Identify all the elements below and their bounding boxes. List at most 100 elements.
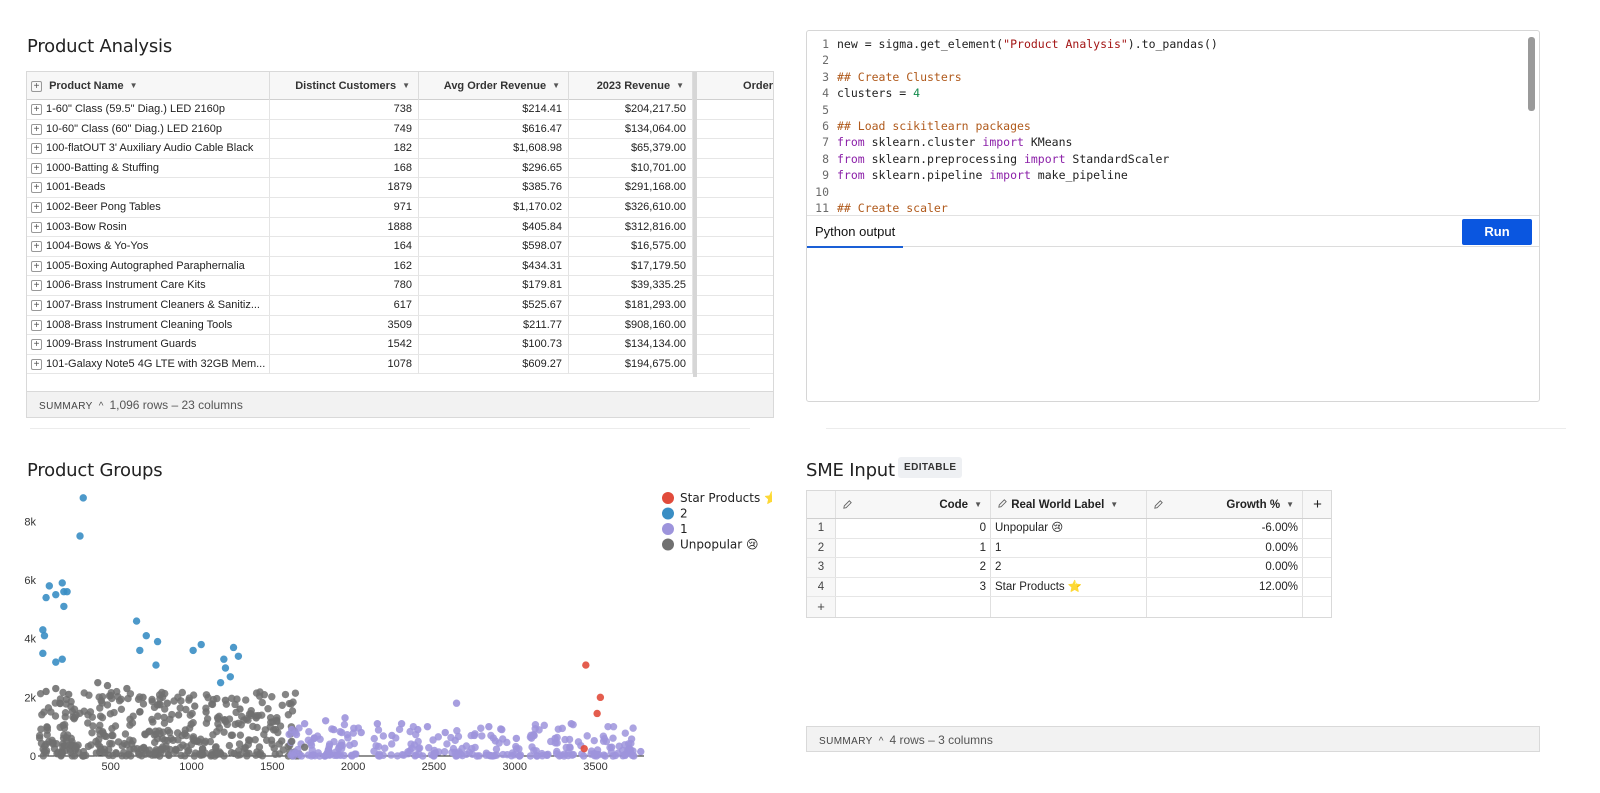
empty-cell[interactable] xyxy=(1147,597,1303,617)
column-header-distinct-customers[interactable]: Distinct Customers ▼ xyxy=(270,72,419,100)
cell-product-name[interactable]: +1008-Brass Instrument Cleaning Tools xyxy=(27,315,270,335)
cell-avg-order-revenue[interactable]: $211.77 xyxy=(419,315,569,335)
cell-avg-order-revenue[interactable]: $616.47 xyxy=(419,119,569,139)
column-freeze-divider[interactable] xyxy=(693,72,697,377)
cell-2023-revenue[interactable]: $134,134.00 xyxy=(569,335,693,355)
cell-product-name[interactable]: +100-flatOUT 3' Auxiliary Audio Cable Bl… xyxy=(27,139,270,159)
expand-row-icon[interactable]: + xyxy=(31,358,42,370)
cell-2023-revenue[interactable]: $312,816.00 xyxy=(569,217,693,237)
table-row[interactable]: +100-flatOUT 3' Auxiliary Audio Cable Bl… xyxy=(27,139,773,159)
column-header-growth[interactable]: Growth % ▼ xyxy=(1147,491,1303,518)
expand-row-icon[interactable]: + xyxy=(31,182,42,194)
cell-2023-revenue[interactable]: $194,675.00 xyxy=(569,354,693,374)
cell-avg-order-revenue[interactable]: $598.07 xyxy=(419,237,569,257)
table-row[interactable]: +1007-Brass Instrument Cleaners & Saniti… xyxy=(27,296,773,316)
table-row[interactable]: +101-Galaxy Note5 4G LTE with 32GB Mem..… xyxy=(27,354,773,375)
cell-2023-revenue[interactable]: $204,217.50 xyxy=(569,100,693,119)
chevron-up-icon[interactable]: ^ xyxy=(98,401,104,412)
expand-row-icon[interactable]: + xyxy=(31,319,42,331)
expand-row-icon[interactable]: + xyxy=(31,260,42,272)
expand-all-icon[interactable]: + xyxy=(31,81,42,92)
cell-2023-revenue[interactable]: $16,575.00 xyxy=(569,237,693,257)
cell-product-name[interactable]: +1000-Batting & Stuffing xyxy=(27,158,270,178)
expand-row-icon[interactable]: + xyxy=(31,280,42,292)
cell-distinct-customers[interactable]: 971 xyxy=(270,198,419,217)
cell-product-name[interactable]: +1004-Bows & Yo-Yos xyxy=(27,237,270,257)
add-row-button[interactable]: + xyxy=(807,597,836,617)
table-row[interactable]: 2 1 1 0.00% xyxy=(807,538,1331,558)
expand-row-icon[interactable]: + xyxy=(31,221,42,233)
expand-row-icon[interactable]: + xyxy=(31,123,42,135)
cell-distinct-customers[interactable]: 738 xyxy=(270,100,419,119)
cell-2023-revenue[interactable]: $39,335.25 xyxy=(569,276,693,296)
column-header-2023-revenue[interactable]: 2023 Revenue ▼ xyxy=(569,72,693,100)
cell-avg-order-revenue[interactable]: $1,608.98 xyxy=(419,139,569,159)
chevron-down-icon[interactable]: ▼ xyxy=(676,81,684,90)
cell-distinct-customers[interactable]: 1078 xyxy=(270,354,419,374)
cell-avg-order-revenue[interactable]: $609.27 xyxy=(419,354,569,374)
table-row[interactable]: +1003-Bow Rosin 1888 $405.84 $312,816.00 xyxy=(27,217,773,238)
expand-row-icon[interactable]: + xyxy=(31,339,42,351)
cell-product-name[interactable]: +1003-Bow Rosin xyxy=(27,217,270,237)
scrollbar[interactable] xyxy=(1528,37,1535,111)
table-row[interactable]: 3 2 2 0.00% xyxy=(807,558,1331,578)
cell-avg-order-revenue[interactable]: $100.73 xyxy=(419,335,569,355)
cell-2023-revenue[interactable]: $181,293.00 xyxy=(569,296,693,315)
cell-real-world-label[interactable]: 2 xyxy=(991,558,1147,577)
cell-distinct-customers[interactable]: 162 xyxy=(270,256,419,276)
cell-avg-order-revenue[interactable]: $385.76 xyxy=(419,178,569,198)
chevron-down-icon[interactable]: ▼ xyxy=(552,81,560,90)
cell-2023-revenue[interactable]: $17,179.50 xyxy=(569,256,693,276)
cell-product-name[interactable]: +1005-Boxing Autographed Paraphernalia xyxy=(27,256,270,276)
column-header-real-world-label[interactable]: Real World Label ▼ xyxy=(991,491,1147,518)
cell-growth[interactable]: 12.00% xyxy=(1147,577,1303,596)
cell-2023-revenue[interactable]: $65,379.00 xyxy=(569,139,693,159)
cell-code[interactable]: 0 xyxy=(836,519,991,538)
cell-distinct-customers[interactable]: 749 xyxy=(270,119,419,139)
cell-growth[interactable]: 0.00% xyxy=(1147,538,1303,557)
cell-distinct-customers[interactable]: 182 xyxy=(270,139,419,159)
cell-product-name[interactable]: +1001-Beads xyxy=(27,178,270,198)
cell-avg-order-revenue[interactable]: $525.67 xyxy=(419,296,569,315)
cell-distinct-customers[interactable]: 1542 xyxy=(270,335,419,355)
chevron-up-icon[interactable]: ^ xyxy=(878,736,884,747)
table-row[interactable]: +1006-Brass Instrument Care Kits 780 $179.… xyxy=(27,276,773,296)
cell-distinct-customers[interactable]: 1888 xyxy=(270,217,419,237)
table-row[interactable]: +1002-Beer Pong Tables 971 $1,170.02 $326,6… xyxy=(27,198,773,218)
chevron-down-icon[interactable]: ▼ xyxy=(1110,500,1119,509)
chevron-down-icon[interactable]: ▼ xyxy=(402,81,410,90)
table-row[interactable]: +1000-Batting & Stuffing 168 $296.65 $10,70… xyxy=(27,158,773,179)
cell-distinct-customers[interactable]: 1879 xyxy=(270,178,419,198)
cell-product-name[interactable]: +1009-Brass Instrument Guards xyxy=(27,335,270,355)
cell-avg-order-revenue[interactable]: $214.41 xyxy=(419,100,569,119)
cell-avg-order-revenue[interactable]: $405.84 xyxy=(419,217,569,237)
empty-cell[interactable] xyxy=(991,597,1147,617)
cell-2023-revenue[interactable]: $10,701.00 xyxy=(569,158,693,178)
cell-product-name[interactable]: +1-60" Class (59.5" Diag.) LED 2160p xyxy=(27,100,270,119)
table-row[interactable]: +1-60" Class (59.5" Diag.) LED 2160p 738 $… xyxy=(27,100,773,120)
cell-product-name[interactable]: +1007-Brass Instrument Cleaners & Saniti… xyxy=(27,296,270,315)
chevron-down-icon[interactable]: ▼ xyxy=(129,81,138,90)
table-summary-bar[interactable]: SUMMARY ^ 4 rows – 3 columns xyxy=(806,726,1540,752)
add-row[interactable]: + xyxy=(807,597,1331,617)
cell-distinct-customers[interactable]: 168 xyxy=(270,158,419,178)
cell-product-name[interactable]: +1006-Brass Instrument Care Kits xyxy=(27,276,270,296)
add-column-button[interactable]: + xyxy=(1313,496,1322,513)
run-button[interactable]: Run xyxy=(1462,219,1532,245)
cell-real-world-label[interactable]: Star Products ⭐ xyxy=(991,577,1147,596)
table-row[interactable]: +1001-Beads 1879 $385.76 $291,168.00 xyxy=(27,178,773,198)
column-header-product-name[interactable]: + Product Name ▼ xyxy=(27,72,270,100)
tab-python-output[interactable]: Python output xyxy=(807,216,904,248)
code-editor[interactable]: 1 new = sigma.get_element("Product Analys… xyxy=(807,31,1539,214)
column-header-order[interactable]: Order xyxy=(743,80,773,92)
cell-2023-revenue[interactable]: $326,610.00 xyxy=(569,198,693,217)
cell-product-name[interactable]: +1002-Beer Pong Tables xyxy=(27,198,270,217)
cell-avg-order-revenue[interactable]: $434.31 xyxy=(419,256,569,276)
table-row[interactable]: +1004-Bows & Yo-Yos 164 $598.07 $16,575.00 xyxy=(27,237,773,257)
cell-product-name[interactable]: +101-Galaxy Note5 4G LTE with 32GB Mem..… xyxy=(27,354,270,374)
expand-row-icon[interactable]: + xyxy=(31,300,42,311)
cell-code[interactable]: 1 xyxy=(836,538,991,557)
empty-cell[interactable] xyxy=(836,597,991,617)
table-row[interactable]: +1008-Brass Instrument Cleaning Tools 350… xyxy=(27,315,773,336)
column-header-avg-order-revenue[interactable]: Avg Order Revenue ▼ xyxy=(419,72,569,100)
